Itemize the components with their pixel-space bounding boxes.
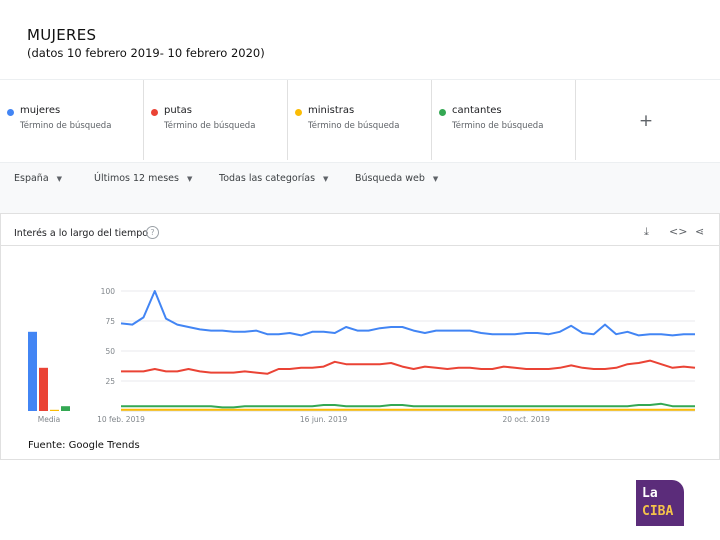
average-bar-putas [39, 368, 48, 411]
help-icon[interactable]: ? [146, 226, 159, 239]
slide-title: MUJERES [27, 26, 96, 44]
caret-down-icon: ▼ [57, 175, 62, 183]
filter-bar: España ▼ Últimos 12 meses ▼ Todas las ca… [0, 163, 720, 213]
term-kind: Término de búsqueda [452, 121, 543, 131]
average-bar-cantantes [61, 406, 70, 411]
term-kind: Término de búsqueda [164, 121, 255, 131]
filter-label: Todas las categorías [219, 173, 315, 184]
caret-down-icon: ▼ [323, 175, 328, 183]
series-color-dot [7, 109, 14, 116]
average-label: Media [38, 415, 61, 424]
download-icon[interactable]: ⤓ [644, 225, 649, 239]
filter-region[interactable]: España ▼ [14, 173, 62, 184]
trend-chart: 25 50 75 100 Media 10 feb. 2019 16 jun. 2019 20… [1, 246, 719, 456]
embed-icon[interactable]: <> [669, 225, 687, 238]
term-kind: Término de búsqueda [20, 121, 111, 131]
share-icon[interactable]: ⋖ [695, 225, 704, 238]
compare-term-mujeres[interactable]: mujeres Término de búsqueda [0, 80, 144, 160]
term-name: cantantes [452, 105, 502, 116]
logo-line-2: CIBA [642, 504, 673, 519]
series-color-dot [295, 109, 302, 116]
term-kind: Término de búsqueda [308, 121, 399, 131]
filter-period[interactable]: Últimos 12 meses ▼ [94, 173, 192, 184]
compare-term-ministras[interactable]: ministras Término de búsqueda [288, 80, 432, 160]
caret-down-icon: ▼ [187, 175, 192, 183]
slide-subtitle: (datos 10 febrero 2019- 10 febrero 2020) [27, 46, 265, 60]
y-tick-label: 50 [105, 347, 115, 356]
series-line-cantantes [121, 404, 695, 408]
series-color-dot [151, 109, 158, 116]
term-name: putas [164, 105, 192, 116]
x-tick-label: 10 feb. 2019 [97, 415, 145, 424]
series-color-dot [439, 109, 446, 116]
average-bar-ministras [50, 410, 59, 411]
compare-term-putas[interactable]: putas Término de búsqueda [144, 80, 288, 160]
la-ciba-logo: La CIBA [636, 480, 684, 526]
filter-label: Búsqueda web [355, 173, 425, 184]
interest-over-time-card: Interés a lo largo del tiempo ? ⤓ <> ⋖ 2… [0, 213, 720, 460]
filter-search-type[interactable]: Búsqueda web ▼ [355, 173, 438, 184]
term-name: ministras [308, 105, 354, 116]
term-name: mujeres [20, 105, 60, 116]
plus-icon[interactable]: + [632, 107, 660, 135]
average-bar-mujeres [28, 332, 37, 411]
filter-label: España [14, 173, 49, 184]
compare-terms-bar: mujeres Término de búsqueda putas Términ… [0, 79, 720, 163]
filter-category[interactable]: Todas las categorías ▼ [219, 173, 328, 184]
x-tick-label: 16 jun. 2019 [300, 415, 348, 424]
card-title: Interés a lo largo del tiempo [14, 228, 148, 239]
source-note: Fuente: Google Trends [28, 440, 140, 451]
y-tick-label: 75 [105, 317, 115, 326]
y-tick-label: 25 [105, 377, 115, 386]
y-tick-label: 100 [101, 287, 116, 296]
caret-down-icon: ▼ [433, 175, 438, 183]
logo-line-1: La [642, 486, 658, 501]
x-tick-label: 20 oct. 2019 [502, 415, 550, 424]
series-line-putas [121, 361, 695, 374]
series-line-mujeres [121, 291, 695, 335]
filter-label: Últimos 12 meses [94, 173, 179, 184]
compare-term-cantantes[interactable]: cantantes Término de búsqueda [432, 80, 576, 160]
